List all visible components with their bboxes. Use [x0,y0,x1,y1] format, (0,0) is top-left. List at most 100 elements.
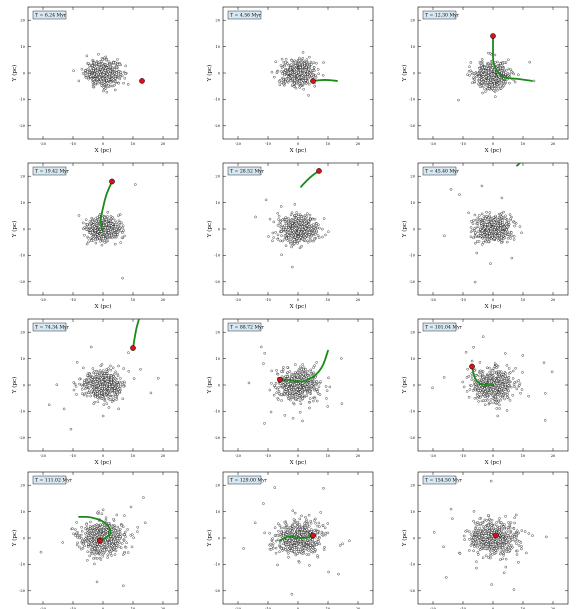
star-point [117,214,120,217]
star-point [301,397,305,400]
star-point [492,89,496,92]
halo-star-point [283,414,287,417]
star-point [81,388,84,391]
star-point [314,224,318,227]
star-point [98,80,101,83]
star-point [271,239,274,243]
halo-star-point [292,401,295,405]
star-point [301,394,305,397]
star-point [106,380,110,383]
star-point [494,230,498,233]
star-point [308,406,311,410]
star-point [325,389,329,392]
star-point [279,223,283,226]
star-point [480,81,483,84]
star-point [317,72,320,76]
star-point [287,387,291,390]
time-label-box [227,10,262,20]
star-point [310,384,314,388]
x-axis-label: X (pc) [95,303,112,310]
star-point [290,59,294,62]
time-label: T = 6.24 Myr [35,13,67,19]
star-point [274,386,277,389]
star-point [327,376,330,380]
star-point [301,63,304,67]
star-point [288,230,292,234]
star-point [485,234,489,238]
x-tick-label: -10 [265,454,272,458]
star-point [465,376,469,379]
star-point [86,68,90,72]
star-point [117,81,120,85]
star-point [99,372,103,376]
star-point [477,82,480,86]
perturber-track [312,79,338,82]
star-point [298,246,302,250]
star-point [308,55,311,59]
star-point [492,401,495,405]
star-point [504,217,507,220]
star-point [120,382,124,386]
star-point [113,387,117,390]
star-point [104,239,108,243]
star-point [491,80,495,83]
star-point [312,223,315,226]
star-point [304,233,307,236]
star-cluster [72,53,130,94]
star-point [314,383,318,387]
star-point [496,401,499,404]
star-point [476,222,480,225]
y-axis-label: Y (pc) [11,65,18,83]
star-point [492,75,496,79]
star-point [480,58,484,61]
star-point [307,67,310,71]
star-point [298,388,302,391]
perturber-point [277,376,283,383]
star-point [471,81,474,84]
star-point [475,251,479,255]
halo-star-point [132,377,136,380]
star-point [467,375,471,378]
star-point [270,70,274,74]
star-point [93,72,96,76]
y-tick-label: -20 [214,124,221,128]
star-point [112,61,115,64]
star-point [510,234,514,237]
star-point [302,88,305,91]
star-point [89,382,93,385]
star-point [507,221,511,224]
star-point [500,241,503,245]
star-point [103,237,107,241]
star-point [310,74,314,77]
halo-star-point [299,402,303,406]
star-point [477,400,480,403]
star-point [305,58,308,61]
star-point [504,230,507,234]
star-point [312,238,316,242]
star-point [499,224,502,227]
star-point [496,386,499,390]
star-point [293,214,297,217]
star-point [299,80,303,83]
star-point [482,69,485,72]
star-point [280,81,283,84]
star-point [296,370,300,374]
star-point [119,73,123,76]
star-point [321,235,324,239]
star-point [478,361,482,364]
y-tick-label: 0 [218,383,221,387]
star-point [103,393,107,397]
star-point [296,384,300,388]
x-tick-label: 0 [297,142,300,146]
y-tick-label: 10 [20,45,25,49]
y-axis-label: Y (pc) [206,65,213,83]
star-point [462,385,466,389]
x-tick-label: 20 [551,142,556,146]
star-point [91,231,94,234]
star-point [324,233,327,237]
star-point [77,214,81,217]
star-point [293,376,296,380]
star-point [305,60,309,64]
star-point [305,382,309,386]
star-point [124,72,127,76]
